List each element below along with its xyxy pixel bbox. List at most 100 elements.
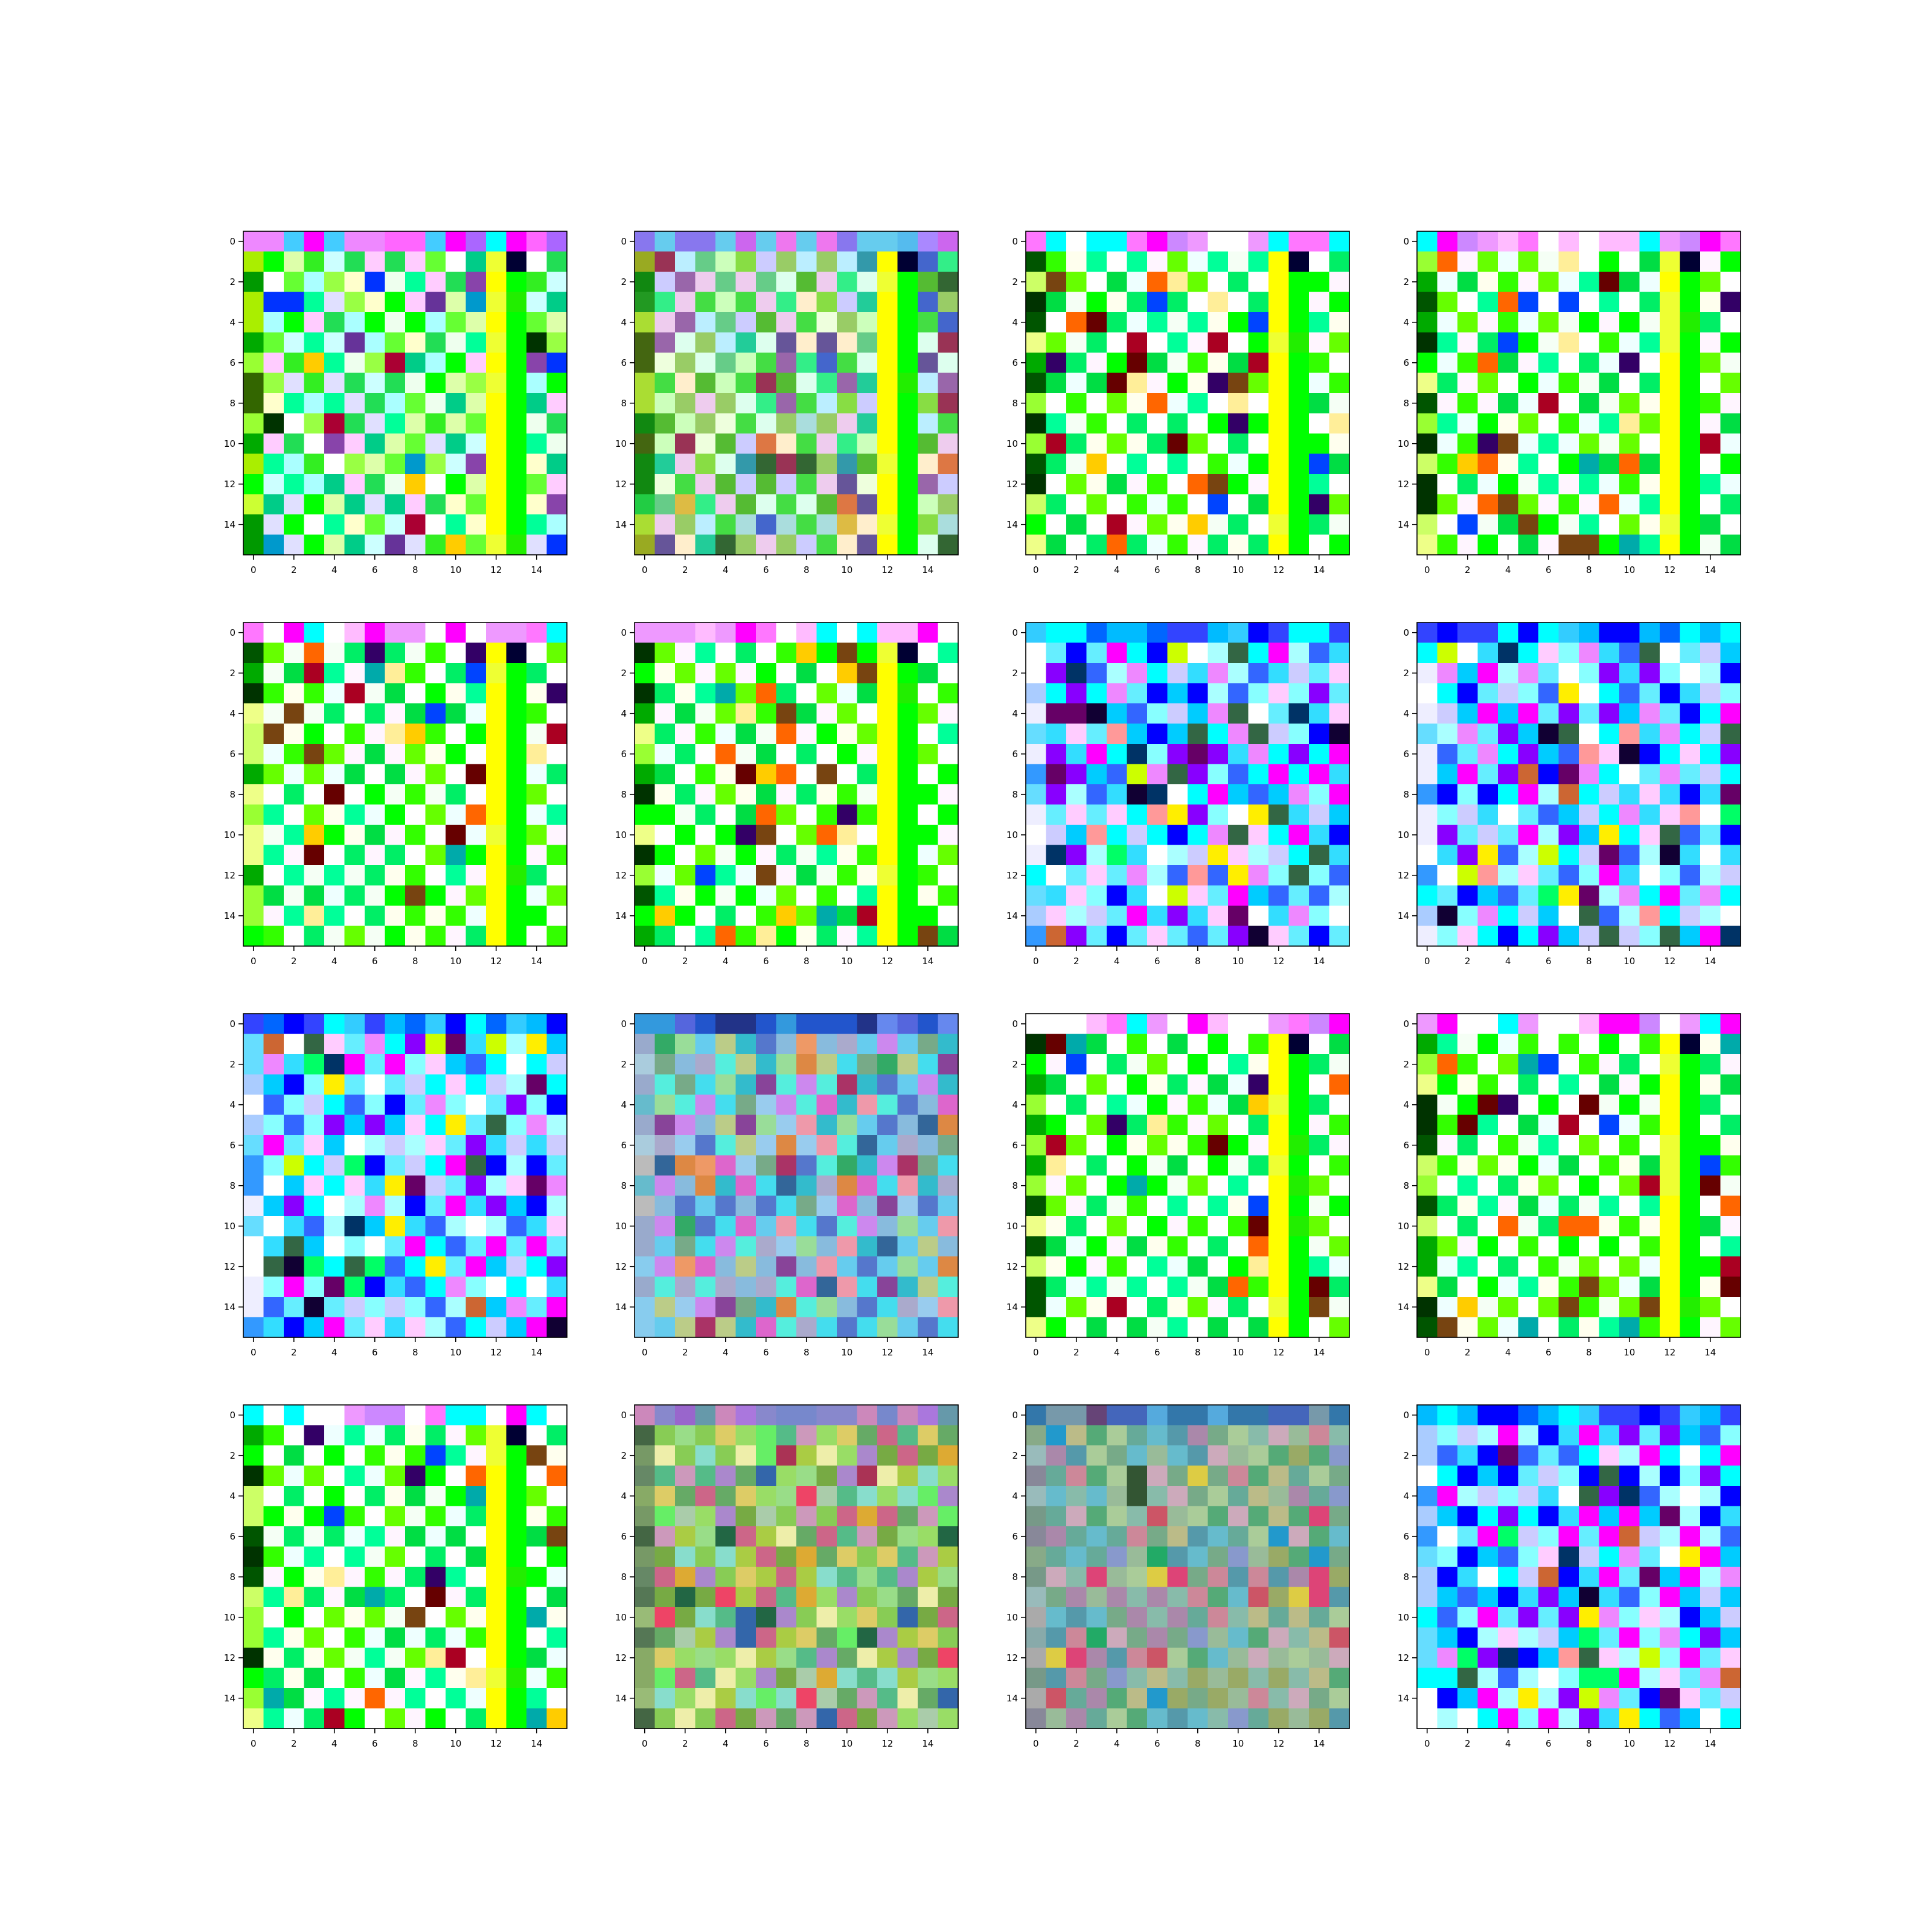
pixel-cell xyxy=(1168,1567,1188,1587)
pixel-cell xyxy=(1066,1709,1087,1729)
pixel-cell xyxy=(1289,622,1310,643)
pixel-cell xyxy=(918,1688,938,1709)
pixel-cell xyxy=(675,1034,696,1055)
pixel-cell xyxy=(756,393,776,414)
pixel-cell xyxy=(1660,643,1680,664)
pixel-grid xyxy=(1417,622,1741,947)
pixel-cell xyxy=(1680,805,1701,825)
pixel-cell xyxy=(877,1688,898,1709)
pixel-cell xyxy=(486,1054,507,1075)
pixel-cell xyxy=(486,764,507,785)
pixel-cell xyxy=(526,1297,547,1317)
pixel-cell xyxy=(1599,514,1620,535)
pixel-cell xyxy=(1498,1607,1518,1628)
pixel-cell xyxy=(1599,494,1620,515)
pixel-cell xyxy=(1498,1486,1518,1506)
pixel-cell xyxy=(696,845,716,866)
pixel-cell xyxy=(918,622,938,643)
pixel-cell xyxy=(837,906,857,926)
pixel-cell xyxy=(547,1034,568,1055)
pixel-cell xyxy=(675,1547,696,1567)
pixel-cell xyxy=(1640,1709,1660,1729)
pixel-cell xyxy=(1599,1648,1620,1668)
x-tick-label: 10 xyxy=(841,1738,852,1749)
pixel-cell xyxy=(776,1115,797,1136)
pixel-cell xyxy=(1329,1115,1350,1136)
pixel-cell xyxy=(1660,252,1680,272)
pixel-cell xyxy=(1721,926,1741,947)
pixel-cell xyxy=(635,514,655,535)
pixel-cell xyxy=(1107,333,1127,353)
y-tick-label: 4 xyxy=(229,708,235,719)
pixel-cell xyxy=(426,1115,446,1136)
pixel-cell xyxy=(1026,1196,1046,1217)
pixel-cell xyxy=(1046,1445,1067,1466)
pixel-cell xyxy=(857,1547,878,1567)
pixel-cell xyxy=(1640,393,1660,414)
pixel-cell xyxy=(446,744,466,764)
pixel-cell xyxy=(345,474,365,494)
pixel-cell xyxy=(385,353,406,373)
image-panel-2: 0 2 4 6 8 10 12 1402468101214 xyxy=(615,231,959,575)
pixel-cell xyxy=(1438,1466,1458,1486)
pixel-cell xyxy=(898,1668,918,1689)
pixel-cell xyxy=(365,926,385,947)
pixel-cell xyxy=(365,622,385,643)
pixel-cell xyxy=(837,1466,857,1486)
pixel-cell xyxy=(526,1445,547,1466)
pixel-cell xyxy=(938,252,959,272)
pixel-cell xyxy=(1066,1425,1087,1446)
pixel-cell xyxy=(1208,1236,1229,1257)
pixel-cell xyxy=(1559,1034,1579,1055)
pixel-cell xyxy=(655,1425,676,1446)
pixel-cell xyxy=(1559,663,1579,683)
pixel-cell xyxy=(1208,1256,1229,1277)
pixel-cell xyxy=(1538,1628,1559,1648)
pixel-cell xyxy=(736,724,756,744)
pixel-cell xyxy=(507,906,527,926)
pixel-cell xyxy=(1700,1095,1721,1115)
pixel-cell xyxy=(1438,1115,1458,1136)
pixel-cell xyxy=(243,906,264,926)
pixel-cell xyxy=(1127,1526,1148,1547)
pixel-cell xyxy=(284,474,304,494)
pixel-cell xyxy=(385,292,406,313)
pixel-cell xyxy=(1518,1486,1539,1506)
pixel-cell xyxy=(1518,474,1539,494)
pixel-cell xyxy=(1478,333,1499,353)
pixel-cell xyxy=(526,1567,547,1587)
pixel-cell xyxy=(1329,1547,1350,1567)
pixel-cell xyxy=(1680,663,1701,683)
pixel-cell xyxy=(918,1297,938,1317)
pixel-cell xyxy=(1417,414,1438,434)
pixel-cell xyxy=(1721,805,1741,825)
x-tick-label: 4 xyxy=(723,565,729,575)
pixel-cell xyxy=(1127,514,1148,535)
pixel-cell xyxy=(1066,252,1087,272)
pixel-cell xyxy=(547,494,568,515)
pixel-cell xyxy=(1087,1095,1107,1115)
pixel-cell xyxy=(817,1425,837,1446)
pixel-cell xyxy=(1066,1095,1087,1115)
pixel-cell xyxy=(877,231,898,252)
pixel-cell xyxy=(324,1297,345,1317)
pixel-cell xyxy=(1329,1466,1350,1486)
pixel-cell xyxy=(446,1425,466,1446)
pixel-cell xyxy=(736,1115,756,1136)
pixel-cell xyxy=(365,414,385,434)
pixel-cell xyxy=(284,1587,304,1608)
pixel-cell xyxy=(635,845,655,866)
x-tick-label: 0 xyxy=(1033,1347,1039,1358)
pixel-cell xyxy=(1721,663,1741,683)
pixel-cell xyxy=(837,1547,857,1567)
pixel-cell xyxy=(1640,784,1660,805)
pixel-cell xyxy=(1640,1547,1660,1567)
pixel-cell xyxy=(243,454,264,475)
pixel-cell xyxy=(1680,252,1701,272)
pixel-cell xyxy=(1619,1176,1640,1196)
pixel-cell xyxy=(1478,845,1499,866)
pixel-cell xyxy=(507,494,527,515)
y-tick-label: 0 xyxy=(1012,627,1018,638)
pixel-cell xyxy=(507,353,527,373)
pixel-cell xyxy=(776,393,797,414)
